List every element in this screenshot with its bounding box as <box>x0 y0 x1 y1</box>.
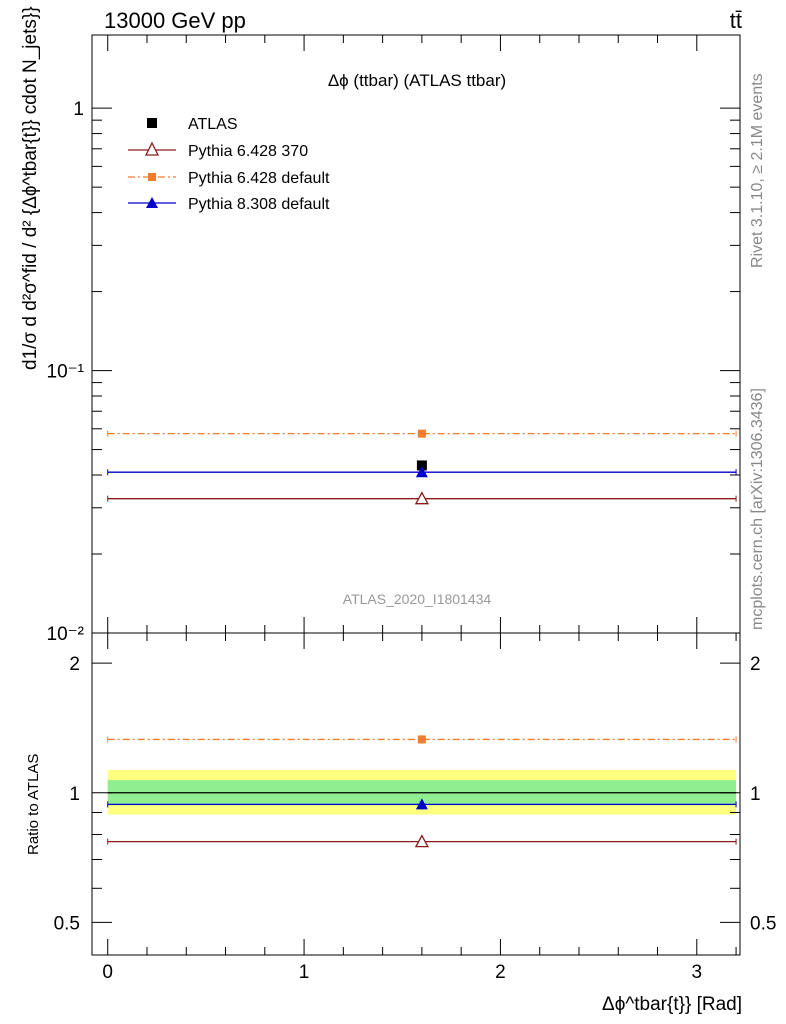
ratio-data-point <box>415 798 428 810</box>
ratio-y-tick-label: 2 <box>69 654 80 675</box>
legend-entry-atlas: ATLAS <box>147 116 238 133</box>
main-data-point <box>416 460 427 471</box>
main-y-tick-label: 1 <box>73 99 84 120</box>
legend-marker-py6-370 <box>144 141 160 156</box>
main-data-point <box>414 491 429 505</box>
main-y-ticks: 10⁻² 10⁻¹ 1 <box>47 35 740 645</box>
process-label: tt̄ <box>730 8 742 33</box>
main-series <box>107 429 737 505</box>
energy-label: 13000 GeV pp <box>104 8 246 33</box>
main-data-point <box>415 466 428 478</box>
main-data-point <box>417 429 426 438</box>
main-y-tick-label: 10⁻² <box>47 624 85 645</box>
x-axis-label: Δϕ^tbar{t}} [Rad] <box>602 994 742 1015</box>
x-tick-label: 0 <box>102 962 113 983</box>
main-y-axis-label: d1/σ d d²σ^fid / d² {Δϕ^tbar{t}} cdot N_… <box>20 0 41 370</box>
legend-label-py8-default: Pythia 8.308 default <box>188 196 330 213</box>
main-panel: Δϕ (ttbar) (ATLAS ttbar) ATLAS_2020_I180… <box>20 0 741 645</box>
ratio-frame <box>91 632 741 956</box>
legend-label-py6-370: Pythia 6.428 370 <box>188 143 308 160</box>
main-title: Δϕ (ttbar) (ATLAS ttbar) <box>328 71 506 90</box>
ratio-series <box>107 735 737 848</box>
ratio-y-tick-label: 1 <box>69 784 80 805</box>
x-tick-label: 3 <box>692 962 703 983</box>
legend: ATLAS Pythia 6.428 370 Pythia 6.428 defa… <box>128 116 330 213</box>
ratio-y-tick-label-right: 2 <box>750 654 761 675</box>
ratio-y-tick-label-right: 1 <box>750 784 761 805</box>
legend-entry-py8-default: Pythia 8.308 default <box>128 196 330 213</box>
ratio-data-point <box>414 834 429 848</box>
legend-marker-py6-default <box>148 173 156 181</box>
ratio-y-axis-label: Ratio to ATLAS <box>25 754 42 855</box>
legend-label-py6-default: Pythia 6.428 default <box>188 170 330 187</box>
legend-entry-py6-default: Pythia 6.428 default <box>128 170 330 187</box>
ratio-y-ticks: 0.5 0.5 1 1 2 2 <box>54 654 777 934</box>
rivet-label: Rivet 3.1.10, ≥ 2.1M events <box>749 73 766 268</box>
ratio-panel: 0.5 0.5 1 1 2 2 Ratio to ATLAS 0 1 2 3 Δϕ^tbar{t… <box>25 632 777 1015</box>
x-tick-label: 2 <box>495 962 506 983</box>
legend-label-atlas: ATLAS <box>188 116 238 133</box>
main-y-tick-label: 10⁻¹ <box>47 362 85 383</box>
legend-marker-atlas <box>147 118 157 128</box>
x-tick-label: 1 <box>299 962 310 983</box>
ratio-data-point <box>417 735 426 744</box>
watermark: ATLAS_2020_I1801434 <box>343 591 492 607</box>
x-axis-ticks: 0 1 2 3 <box>102 633 737 983</box>
ratio-y-tick-label: 0.5 <box>54 913 80 934</box>
ratio-y-tick-label-right: 0.5 <box>750 913 776 934</box>
legend-entry-py6-370: Pythia 6.428 370 <box>128 141 308 160</box>
legend-marker-py8-default <box>146 197 158 208</box>
mcplots-label: mcplots.cern.ch [arXiv:1306.3436] <box>749 388 766 630</box>
